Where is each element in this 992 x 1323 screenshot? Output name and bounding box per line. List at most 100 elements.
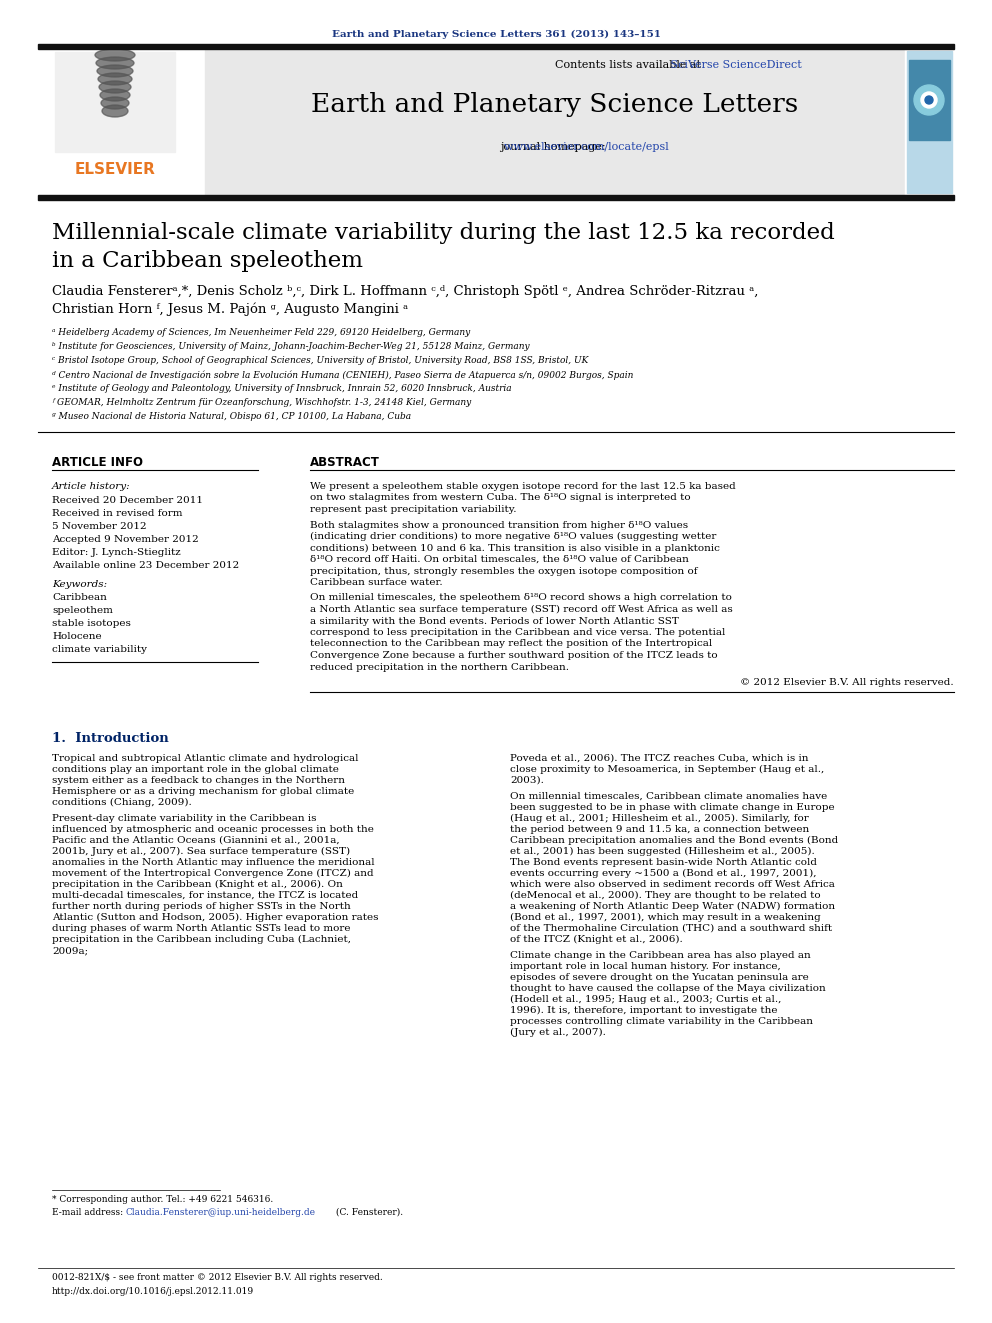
- Text: a weakening of North Atlantic Deep Water (NADW) formation: a weakening of North Atlantic Deep Water…: [510, 902, 835, 912]
- Text: system either as a feedback to changes in the Northern: system either as a feedback to changes i…: [52, 777, 345, 785]
- Text: 2001b, Jury et al., 2007). Sea surface temperature (SST): 2001b, Jury et al., 2007). Sea surface t…: [52, 847, 350, 856]
- Text: ABSTRACT: ABSTRACT: [310, 456, 380, 468]
- Text: et al., 2001) has been suggested (Hillesheim et al., 2005).: et al., 2001) has been suggested (Hilles…: [510, 847, 814, 856]
- Text: δ¹⁸O record off Haiti. On orbital timescales, the δ¹⁸O value of Caribbean: δ¹⁸O record off Haiti. On orbital timesc…: [310, 556, 688, 564]
- Text: Atlantic (Sutton and Hodson, 2005). Higher evaporation rates: Atlantic (Sutton and Hodson, 2005). High…: [52, 913, 379, 922]
- Text: www.elsevier.com/locate/epsl: www.elsevier.com/locate/epsl: [441, 142, 669, 152]
- Text: represent past precipitation variability.: represent past precipitation variability…: [310, 505, 517, 515]
- Text: multi-decadal timescales, for instance, the ITCZ is located: multi-decadal timescales, for instance, …: [52, 890, 358, 900]
- Text: (indicating drier conditions) to more negative δ¹⁸O values (suggesting wetter: (indicating drier conditions) to more ne…: [310, 532, 716, 541]
- Text: processes controlling climate variability in the Caribbean: processes controlling climate variabilit…: [510, 1017, 813, 1027]
- Text: a similarity with the Bond events. Periods of lower North Atlantic SST: a similarity with the Bond events. Perio…: [310, 617, 679, 626]
- Text: (deMenocal et al., 2000). They are thought to be related to: (deMenocal et al., 2000). They are thoug…: [510, 890, 820, 900]
- Text: Caribbean precipitation anomalies and the Bond events (Bond: Caribbean precipitation anomalies and th…: [510, 836, 838, 845]
- Text: Present-day climate variability in the Caribbean is: Present-day climate variability in the C…: [52, 814, 316, 823]
- Bar: [907, 52, 952, 193]
- Text: ELSEVIER: ELSEVIER: [74, 161, 156, 177]
- Text: Caribbean: Caribbean: [52, 593, 107, 602]
- Text: during phases of warm North Atlantic SSTs lead to more: during phases of warm North Atlantic SST…: [52, 923, 350, 933]
- Text: journal homepage:: journal homepage:: [500, 142, 609, 152]
- Text: precipitation, thus, strongly resembles the oxygen isotope composition of: precipitation, thus, strongly resembles …: [310, 566, 697, 576]
- Text: SciVerse ScienceDirect: SciVerse ScienceDirect: [555, 60, 802, 70]
- Text: E-mail address:: E-mail address:: [52, 1208, 126, 1217]
- Text: Earth and Planetary Science Letters: Earth and Planetary Science Letters: [311, 93, 799, 116]
- Ellipse shape: [98, 73, 132, 85]
- Text: Claudia.Fensterer@iup.uni-heidelberg.de: Claudia.Fensterer@iup.uni-heidelberg.de: [125, 1208, 315, 1217]
- Text: ᵈ Centro Nacional de Investigación sobre la Evolución Humana (CENIEH), Paseo Sie: ᵈ Centro Nacional de Investigación sobre…: [52, 370, 633, 380]
- Text: episodes of severe drought on the Yucatan peninsula are: episodes of severe drought on the Yucata…: [510, 972, 808, 982]
- Text: Tropical and subtropical Atlantic climate and hydrological: Tropical and subtropical Atlantic climat…: [52, 754, 358, 763]
- Text: precipitation in the Caribbean including Cuba (Lachniet,: precipitation in the Caribbean including…: [52, 935, 351, 945]
- Bar: [905, 49, 954, 194]
- Text: conditions (Chiang, 2009).: conditions (Chiang, 2009).: [52, 798, 191, 807]
- Text: 1.  Introduction: 1. Introduction: [52, 732, 169, 745]
- Text: The Bond events represent basin-wide North Atlantic cold: The Bond events represent basin-wide Nor…: [510, 859, 817, 867]
- Text: ᵇ Institute for Geosciences, University of Mainz, Johann-Joachim-Becher-Weg 21, : ᵇ Institute for Geosciences, University …: [52, 343, 530, 351]
- Text: stable isotopes: stable isotopes: [52, 619, 131, 628]
- Text: Both stalagmites show a pronounced transition from higher δ¹⁸O values: Both stalagmites show a pronounced trans…: [310, 520, 688, 529]
- Text: Received 20 December 2011: Received 20 December 2011: [52, 496, 203, 505]
- Text: further north during periods of higher SSTs in the North: further north during periods of higher S…: [52, 902, 351, 912]
- Text: of the Thermohaline Circulation (THC) and a southward shift: of the Thermohaline Circulation (THC) an…: [510, 923, 832, 933]
- Text: ᵉ Institute of Geology and Paleontology, University of Innsbruck, Innrain 52, 60: ᵉ Institute of Geology and Paleontology,…: [52, 384, 512, 393]
- Text: http://dx.doi.org/10.1016/j.epsl.2012.11.019: http://dx.doi.org/10.1016/j.epsl.2012.11…: [52, 1287, 254, 1297]
- Ellipse shape: [96, 57, 134, 69]
- Text: (Haug et al., 2001; Hillesheim et al., 2005). Similarly, for: (Haug et al., 2001; Hillesheim et al., 2…: [510, 814, 808, 823]
- Ellipse shape: [100, 89, 130, 101]
- Text: movement of the Intertropical Convergence Zone (ITCZ) and: movement of the Intertropical Convergenc…: [52, 869, 374, 878]
- Text: Claudia Fenstererᵃ,*, Denis Scholz ᵇ,ᶜ, Dirk L. Hoffmann ᶜ,ᵈ, Christoph Spötl ᵉ,: Claudia Fenstererᵃ,*, Denis Scholz ᵇ,ᶜ, …: [52, 284, 758, 298]
- Bar: [55, 52, 175, 152]
- Text: (C. Fensterer).: (C. Fensterer).: [333, 1208, 403, 1217]
- Bar: [38, 49, 205, 194]
- Text: in a Caribbean speleothem: in a Caribbean speleothem: [52, 250, 363, 273]
- Text: Accepted 9 November 2012: Accepted 9 November 2012: [52, 534, 198, 544]
- Ellipse shape: [99, 81, 131, 93]
- Text: conditions play an important role in the global climate: conditions play an important role in the…: [52, 765, 339, 774]
- Text: Available online 23 December 2012: Available online 23 December 2012: [52, 561, 239, 570]
- Text: Holocene: Holocene: [52, 632, 101, 642]
- Text: correspond to less precipitation in the Caribbean and vice versa. The potential: correspond to less precipitation in the …: [310, 628, 725, 636]
- Text: the period between 9 and 11.5 ka, a connection between: the period between 9 and 11.5 ka, a conn…: [510, 826, 809, 833]
- Text: speleothem: speleothem: [52, 606, 113, 615]
- Text: Hemisphere or as a driving mechanism for global climate: Hemisphere or as a driving mechanism for…: [52, 787, 354, 796]
- Text: On millenial timescales, the speleothem δ¹⁸O record shows a high correlation to: On millenial timescales, the speleothem …: [310, 594, 732, 602]
- Text: important role in local human history. For instance,: important role in local human history. F…: [510, 962, 781, 971]
- Text: (Bond et al., 1997, 2001), which may result in a weakening: (Bond et al., 1997, 2001), which may res…: [510, 913, 820, 922]
- Text: 0012-821X/$ - see front matter © 2012 Elsevier B.V. All rights reserved.: 0012-821X/$ - see front matter © 2012 El…: [52, 1273, 383, 1282]
- Text: climate variability: climate variability: [52, 646, 147, 654]
- Text: precipitation in the Caribbean (Knight et al., 2006). On: precipitation in the Caribbean (Knight e…: [52, 880, 343, 889]
- Text: teleconnection to the Caribbean may reflect the position of the Intertropical: teleconnection to the Caribbean may refl…: [310, 639, 712, 648]
- Text: on two stalagmites from western Cuba. The δ¹⁸O signal is interpreted to: on two stalagmites from western Cuba. Th…: [310, 493, 690, 503]
- Text: events occurring every ~1500 a (Bond et al., 1997, 2001),: events occurring every ~1500 a (Bond et …: [510, 869, 816, 878]
- Text: thought to have caused the collapse of the Maya civilization: thought to have caused the collapse of t…: [510, 984, 825, 994]
- Text: Convergence Zone because a further southward position of the ITCZ leads to: Convergence Zone because a further south…: [310, 651, 717, 660]
- Text: influenced by atmospheric and oceanic processes in both the: influenced by atmospheric and oceanic pr…: [52, 826, 374, 833]
- Text: Earth and Planetary Science Letters 361 (2013) 143–151: Earth and Planetary Science Letters 361 …: [331, 30, 661, 40]
- Text: anomalies in the North Atlantic may influence the meridional: anomalies in the North Atlantic may infl…: [52, 859, 375, 867]
- Text: Keywords:: Keywords:: [52, 579, 107, 589]
- Text: We present a speleothem stable oxygen isotope record for the last 12.5 ka based: We present a speleothem stable oxygen is…: [310, 482, 736, 491]
- Text: Climate change in the Caribbean area has also played an: Climate change in the Caribbean area has…: [510, 951, 810, 960]
- Ellipse shape: [95, 49, 135, 61]
- Text: Article history:: Article history:: [52, 482, 131, 491]
- Bar: [909, 60, 950, 140]
- Text: a North Atlantic sea surface temperature (SST) record off West Africa as well as: a North Atlantic sea surface temperature…: [310, 605, 733, 614]
- Ellipse shape: [914, 85, 944, 115]
- Text: conditions) between 10 and 6 ka. This transition is also visible in a planktonic: conditions) between 10 and 6 ka. This tr…: [310, 544, 720, 553]
- Text: (Hodell et al., 1995; Haug et al., 2003; Curtis et al.,: (Hodell et al., 1995; Haug et al., 2003;…: [510, 995, 782, 1004]
- Text: ARTICLE INFO: ARTICLE INFO: [52, 456, 143, 468]
- Text: ᶠ GEOMAR, Helmholtz Zentrum für Ozeanforschung, Wischhofstr. 1-3, 24148 Kiel, Ge: ᶠ GEOMAR, Helmholtz Zentrum für Ozeanfor…: [52, 398, 471, 407]
- Text: 5 November 2012: 5 November 2012: [52, 523, 147, 531]
- Ellipse shape: [925, 97, 933, 105]
- Text: 1996). It is, therefore, important to investigate the: 1996). It is, therefore, important to in…: [510, 1005, 778, 1015]
- Text: Contents lists available at: Contents lists available at: [555, 60, 704, 70]
- Bar: [38, 194, 954, 200]
- Text: close proximity to Mesoamerica, in September (Haug et al.,: close proximity to Mesoamerica, in Septe…: [510, 765, 824, 774]
- Text: Millennial-scale climate variability during the last 12.5 ka recorded: Millennial-scale climate variability dur…: [52, 222, 834, 243]
- Text: Pacific and the Atlantic Oceans (Giannini et al., 2001a,: Pacific and the Atlantic Oceans (Giannin…: [52, 836, 339, 845]
- Text: (Jury et al., 2007).: (Jury et al., 2007).: [510, 1028, 606, 1037]
- Text: * Corresponding author. Tel.: +49 6221 546316.: * Corresponding author. Tel.: +49 6221 5…: [52, 1195, 273, 1204]
- Ellipse shape: [97, 65, 133, 77]
- Text: ᵃ Heidelberg Academy of Sciences, Im Neuenheimer Feld 229, 69120 Heidelberg, Ger: ᵃ Heidelberg Academy of Sciences, Im Neu…: [52, 328, 470, 337]
- Text: Poveda et al., 2006). The ITCZ reaches Cuba, which is in: Poveda et al., 2006). The ITCZ reaches C…: [510, 754, 808, 763]
